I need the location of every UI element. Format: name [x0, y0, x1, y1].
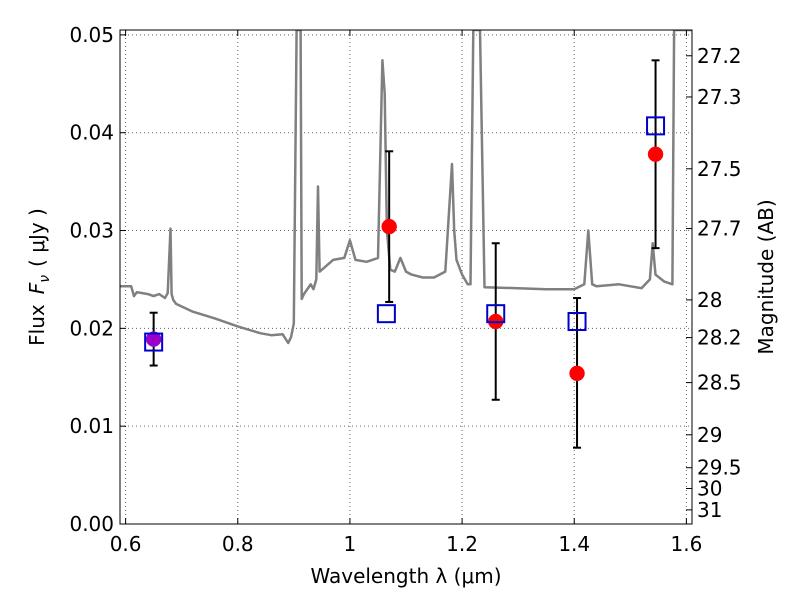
mag-tick-label: 27.3 — [697, 85, 742, 109]
y-tick-label: 0.00 — [69, 512, 114, 536]
x-tick-label: 0.8 — [222, 532, 254, 556]
mag-tick-label: 31 — [697, 498, 722, 522]
mag-tick-label: 28.2 — [697, 326, 742, 350]
y-axis-label-units: ( μJy ) — [25, 208, 49, 267]
mag-tick-label: 30 — [697, 476, 722, 500]
x-tick-label: 1.4 — [558, 532, 590, 556]
model-photometry-point — [486, 304, 506, 324]
y-axis-label-subscript: ν — [37, 275, 53, 283]
mag-tick-label: 29.5 — [697, 456, 742, 480]
x-axis-label: Wavelength λ (μm) — [310, 564, 501, 588]
plot-layer — [120, 30, 692, 449]
y-tick-label: 0.05 — [69, 23, 114, 47]
x-tick-label: 0.6 — [110, 532, 142, 556]
observed-point — [569, 365, 585, 382]
grid-layer — [120, 30, 692, 524]
observed-point — [381, 218, 397, 235]
sed-layer — [120, 30, 692, 345]
sed-line — [120, 30, 692, 345]
observed-point — [647, 146, 664, 162]
y-tick-label: 0.04 — [69, 121, 114, 145]
tick-layer: 0.6 0.8 1 1.2 1.4 1.6 0.00 0.01 0.02 0.03 0.04 0.05… — [69, 23, 741, 556]
mag-tick-label: 29 — [697, 423, 722, 447]
mag-tick-label: 27.5 — [697, 157, 742, 181]
y-tick-label: 0.02 — [69, 316, 114, 340]
y-tick-label: 0.03 — [69, 219, 114, 243]
y-axis-label-symbol: F — [25, 282, 49, 294]
model-photometry-point — [646, 116, 666, 136]
mag-tick-label: 27.7 — [697, 217, 742, 241]
x-tick-label: 1.6 — [670, 532, 702, 556]
y-axis-label: Flux Fν ( μJy ) — [25, 208, 53, 346]
mag-tick-label: 28.5 — [697, 371, 742, 395]
plot-frame — [119, 29, 693, 525]
model-photometry-point — [144, 332, 164, 352]
y-axis-label-prefix: Flux — [25, 304, 49, 346]
x-tick-label: 1.2 — [446, 532, 478, 556]
mag-tick-label: 28 — [697, 288, 722, 312]
y-axis-right-label: Magnitude (AB) — [754, 199, 778, 354]
model-photometry-point — [567, 312, 587, 332]
y-tick-label: 0.01 — [69, 414, 114, 438]
x-tick-label: 1 — [344, 532, 357, 556]
mag-tick-label: 27.2 — [697, 44, 742, 68]
marker-layer — [144, 59, 666, 449]
model-photometry-point — [376, 304, 396, 324]
